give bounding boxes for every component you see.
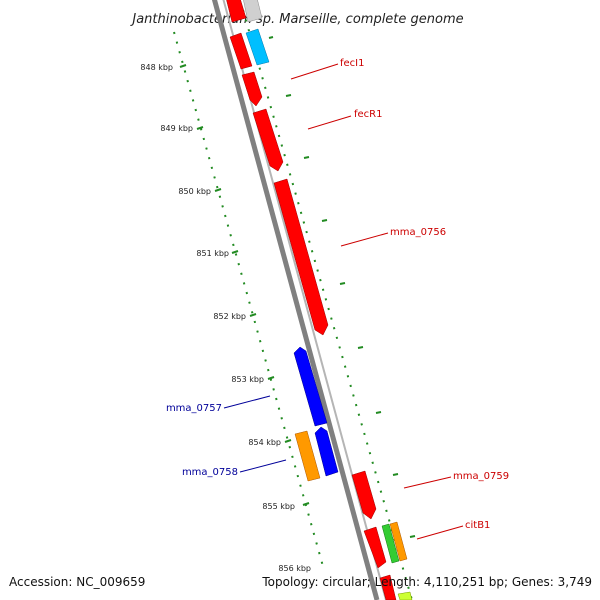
gene-top-grey	[243, 0, 263, 23]
inner-ruler	[173, 31, 325, 571]
reverse-genes	[293, 346, 339, 482]
gene-label-mma0758: mma_0758	[182, 467, 238, 478]
inner-major-ticks	[179, 64, 310, 506]
map-title: Janthinobacterium sp. Marseille, complet…	[129, 12, 463, 27]
accession-text: Accession: NC_009659	[9, 575, 145, 589]
outer-major-ticks	[268, 36, 416, 538]
tick-label-849: 849 kbp	[160, 124, 193, 133]
gene-fecr1	[241, 71, 263, 107]
gene-fecr1-b	[252, 108, 284, 172]
gene-bottom-red	[379, 574, 397, 600]
genome-backbone	[211, 0, 387, 600]
gene-citb1-orange	[389, 521, 408, 562]
tick-label-855: 855 kbp	[262, 502, 295, 511]
tick-label-854: 854 kbp	[248, 438, 281, 447]
gene-citb1-green	[381, 523, 400, 564]
gene-label-mma0759: mma_0759	[453, 471, 509, 482]
tick-label-852: 852 kbp	[213, 312, 246, 321]
tick-label-851: 851 kbp	[196, 249, 229, 258]
gene-label-feci1: fecI1	[340, 58, 364, 69]
gene-mma0757	[293, 346, 328, 427]
gene-label-mma0756: mma_0756	[390, 227, 446, 238]
gene-label-mma0757: mma_0757	[166, 403, 222, 414]
gene-mma0758-orange	[294, 430, 321, 482]
gene-feci1-partner	[245, 28, 270, 66]
gene-bottom-lime	[397, 591, 413, 600]
tick-label-853: 853 kbp	[231, 375, 264, 384]
genome-stats-text: Topology: circular; Length: 4,110,251 bp…	[261, 575, 592, 589]
gene-citb1-red	[363, 526, 387, 569]
gene-mma0759	[351, 470, 377, 520]
gene-label-citb1: citB1	[465, 520, 490, 531]
outer-ruler	[242, 9, 413, 600]
gene-mma0758	[314, 426, 339, 477]
forward-genes	[226, 0, 413, 600]
gene-mma0756	[273, 178, 329, 336]
label-leaders	[223, 63, 464, 540]
tick-label-856: 856 kbp	[278, 564, 311, 573]
tick-label-848: 848 kbp	[140, 63, 173, 72]
gene-feci1	[229, 32, 253, 70]
gene-top-red	[226, 0, 247, 23]
tick-label-850: 850 kbp	[178, 187, 211, 196]
gene-label-fecr1: fecR1	[354, 109, 382, 120]
